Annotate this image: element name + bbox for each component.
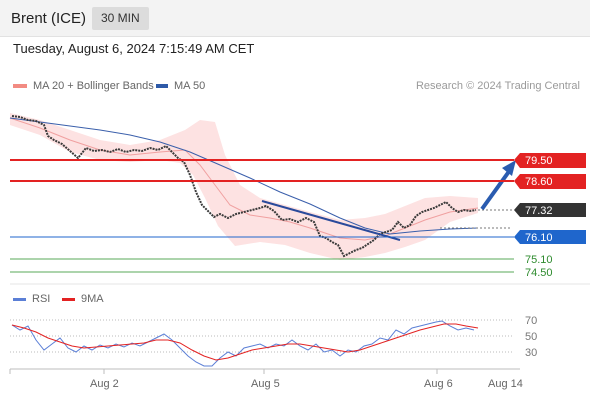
level-r1-text: 78.60 [525,176,553,188]
chart-header: Brent (ICE) 30 MIN [0,0,590,37]
copyright: Research © 2024 Trading Central [415,80,580,92]
interval-button[interactable]: 30 MIN [92,7,149,30]
level-label-pivot: 76.10 [514,230,586,244]
ma9-swatch [62,297,75,301]
level-label-r1: 78.60 [514,174,586,189]
trend-line [261,200,401,241]
ma50-label: MA 50 [174,80,206,92]
legend-rsi: RSI [13,293,50,305]
x-label-aug2: Aug 2 [90,378,119,390]
level-s2-text: 74.50 [525,267,553,279]
level-last-text: 77.32 [525,205,553,217]
rsi-tick-30: 30 [525,347,537,359]
x-label-aug14: Aug 14 [488,378,523,390]
rsi-line [11,320,475,367]
legend-9ma: 9MA [62,293,104,305]
level-pivot-text: 76.10 [525,232,553,244]
price-candles [11,115,477,258]
ma50-line [9,117,479,235]
level-label-r2: 79.50 [514,153,586,168]
forecast-arrow [480,160,516,211]
level-s1-text: 75.10 [525,254,553,266]
legend-ma20: MA 20 + Bollinger Bands [13,80,154,92]
x-label-aug6: Aug 6 [424,378,453,390]
timestamp: Tuesday, August 6, 2024 7:15:49 AM CET [13,41,255,56]
rsi-swatch [13,297,26,301]
rsi-label: RSI [32,293,51,305]
instrument-title: Brent (ICE) [11,10,87,27]
ma20-swatch [13,84,27,88]
legend-ma50: MA 50 [156,80,205,92]
x-label-aug5: Aug 5 [251,378,280,390]
ma50-swatch [156,84,168,88]
ma20-label: MA 20 + Bollinger Bands [33,80,154,92]
ma9-label: 9MA [81,293,104,305]
rsi-tick-70: 70 [525,315,537,327]
rsi-tick-50: 50 [525,331,537,343]
rsi-9ma-line [11,323,479,361]
level-r2-text: 79.50 [525,155,553,167]
level-label-last: 77.32 [514,203,586,217]
bollinger-band [10,113,478,260]
